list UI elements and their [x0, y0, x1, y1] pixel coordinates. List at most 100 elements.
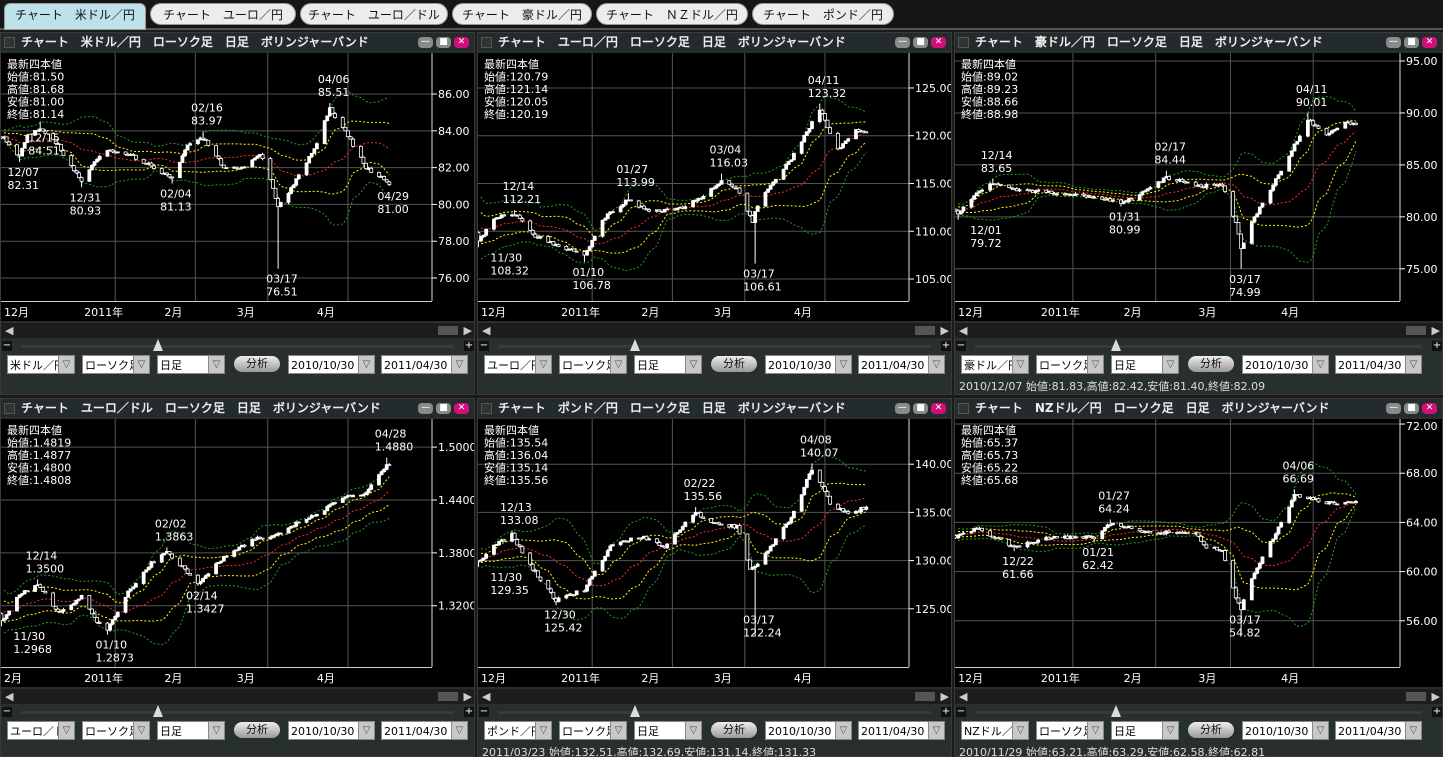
- zoom-slider[interactable]: − +: [478, 705, 951, 719]
- candlestick-chart[interactable]: 72.00 68.00 64.00 60.00 56.00 最新四本値始値:65.37高値…: [955, 419, 1443, 667]
- close-icon[interactable]: ✕: [1422, 403, 1437, 414]
- maximize-icon[interactable]: ■: [436, 403, 451, 414]
- tab-chart-3[interactable]: チャート 豪ドル／円: [452, 3, 592, 25]
- slider-thumb[interactable]: [630, 339, 640, 351]
- chevron-down-icon[interactable]: ▽: [1405, 722, 1421, 739]
- scrollbar-thumb[interactable]: [915, 692, 935, 701]
- zoom-out-icon[interactable]: −: [2, 340, 12, 351]
- minimize-icon[interactable]: —: [895, 403, 910, 414]
- slider-thumb[interactable]: [1111, 339, 1121, 351]
- chevron-down-icon[interactable]: ▽: [358, 356, 374, 373]
- close-icon[interactable]: ✕: [931, 403, 946, 414]
- slider-track[interactable]: [21, 345, 454, 348]
- scroll-left-icon[interactable]: ◀: [959, 324, 968, 337]
- pair-select[interactable]: 豪ドル／円▽: [961, 355, 1029, 374]
- chevron-down-icon[interactable]: ▽: [610, 356, 626, 373]
- maximize-icon[interactable]: ■: [436, 37, 451, 48]
- from-date-select[interactable]: 2010/10/30 ▽: [1242, 721, 1329, 740]
- chevron-down-icon[interactable]: ▽: [928, 722, 944, 739]
- zoom-slider[interactable]: − +: [1, 339, 474, 353]
- zoom-out-icon[interactable]: −: [956, 706, 966, 717]
- to-date-select[interactable]: 2011/04/30 ▽: [858, 721, 945, 740]
- slider-thumb[interactable]: [153, 705, 163, 717]
- scroll-right-icon[interactable]: ▶: [463, 690, 472, 703]
- window-menu-icon[interactable]: [958, 37, 969, 48]
- scroll-right-icon[interactable]: ▶: [1431, 324, 1440, 337]
- chevron-down-icon[interactable]: ▽: [358, 722, 374, 739]
- chart-type-select[interactable]: ローソク足▽: [82, 721, 150, 740]
- pair-select[interactable]: ユーロ／円▽: [484, 355, 552, 374]
- analyze-button[interactable]: 分析: [234, 722, 280, 738]
- scrollbar-thumb[interactable]: [438, 692, 458, 701]
- scroll-right-icon[interactable]: ▶: [940, 324, 949, 337]
- candlestick-chart[interactable]: 95.00 90.00 85.00 80.00 75.00 最新四本値始値:89.02高値…: [955, 53, 1443, 301]
- chart-type-select[interactable]: ローソク足▽: [559, 721, 627, 740]
- zoom-slider[interactable]: − +: [478, 339, 951, 353]
- window-menu-icon[interactable]: [4, 37, 15, 48]
- horizontal-scrollbar[interactable]: ◀ ▶: [1, 689, 474, 704]
- chevron-down-icon[interactable]: ▽: [1162, 356, 1178, 373]
- chevron-down-icon[interactable]: ▽: [58, 356, 74, 373]
- close-icon[interactable]: ✕: [454, 37, 469, 48]
- candlestick-chart[interactable]: 1.5000 1.4400 1.3800 1.3200 最新四本値始値:1.4819高値…: [1, 419, 475, 667]
- close-icon[interactable]: ✕: [454, 403, 469, 414]
- scroll-left-icon[interactable]: ◀: [5, 690, 14, 703]
- chevron-down-icon[interactable]: ▽: [208, 356, 224, 373]
- zoom-in-icon[interactable]: +: [941, 340, 951, 351]
- analyze-button[interactable]: 分析: [711, 722, 757, 738]
- analyze-button[interactable]: 分析: [234, 356, 280, 372]
- candlestick-chart[interactable]: 86.00 84.00 82.00 80.00 78.00 76.00 最新四本値始値:81…: [1, 53, 475, 301]
- from-date-select[interactable]: 2010/10/30 ▽: [1242, 355, 1329, 374]
- zoom-in-icon[interactable]: +: [464, 706, 474, 717]
- period-select[interactable]: 日足 ▽: [157, 721, 225, 740]
- chevron-down-icon[interactable]: ▽: [1087, 356, 1103, 373]
- chart-type-select[interactable]: ローソク足▽: [1036, 355, 1104, 374]
- analyze-button[interactable]: 分析: [711, 356, 757, 372]
- horizontal-scrollbar[interactable]: ◀ ▶: [478, 323, 951, 338]
- scroll-right-icon[interactable]: ▶: [463, 324, 472, 337]
- chevron-down-icon[interactable]: ▽: [1012, 722, 1028, 739]
- tab-chart-0[interactable]: チャート 米ドル／円: [4, 3, 146, 30]
- chevron-down-icon[interactable]: ▽: [58, 722, 74, 739]
- chevron-down-icon[interactable]: ▽: [1405, 356, 1421, 373]
- chevron-down-icon[interactable]: ▽: [835, 722, 851, 739]
- to-date-select[interactable]: 2011/04/30 ▽: [381, 355, 468, 374]
- candlestick-chart[interactable]: 140.00 135.00 130.00 125.00 最新四本値始値:135.54高値…: [478, 419, 952, 667]
- chart-type-select[interactable]: ローソク足▽: [82, 355, 150, 374]
- minimize-icon[interactable]: —: [418, 37, 433, 48]
- scroll-left-icon[interactable]: ◀: [482, 324, 491, 337]
- slider-track[interactable]: [975, 711, 1422, 714]
- chevron-down-icon[interactable]: ▽: [208, 722, 224, 739]
- tab-chart-4[interactable]: チャート ＮＺドル／円: [596, 3, 748, 25]
- chevron-down-icon[interactable]: ▽: [1162, 722, 1178, 739]
- chevron-down-icon[interactable]: ▽: [610, 722, 626, 739]
- chevron-down-icon[interactable]: ▽: [535, 722, 551, 739]
- tab-chart-2[interactable]: チャート ユーロ／ドル: [300, 3, 448, 25]
- chevron-down-icon[interactable]: ▽: [685, 722, 701, 739]
- horizontal-scrollbar[interactable]: ◀ ▶: [955, 689, 1442, 704]
- from-date-select[interactable]: 2010/10/30 ▽: [765, 721, 852, 740]
- chart-type-select[interactable]: ローソク足▽: [1036, 721, 1104, 740]
- analyze-button[interactable]: 分析: [1188, 722, 1234, 738]
- window-menu-icon[interactable]: [481, 403, 492, 414]
- zoom-slider[interactable]: − +: [1, 705, 474, 719]
- maximize-icon[interactable]: ■: [1404, 403, 1419, 414]
- chevron-down-icon[interactable]: ▽: [1312, 356, 1328, 373]
- scrollbar-thumb[interactable]: [1406, 692, 1426, 701]
- maximize-icon[interactable]: ■: [913, 37, 928, 48]
- window-menu-icon[interactable]: [481, 37, 492, 48]
- period-select[interactable]: 日足 ▽: [1111, 355, 1179, 374]
- scrollbar-thumb[interactable]: [915, 326, 935, 335]
- zoom-out-icon[interactable]: −: [956, 340, 966, 351]
- pair-select[interactable]: ユーロ／ドル▽: [7, 721, 75, 740]
- minimize-icon[interactable]: —: [418, 403, 433, 414]
- zoom-in-icon[interactable]: +: [941, 706, 951, 717]
- minimize-icon[interactable]: —: [1386, 37, 1401, 48]
- horizontal-scrollbar[interactable]: ◀ ▶: [955, 323, 1442, 338]
- slider-track[interactable]: [975, 345, 1422, 348]
- horizontal-scrollbar[interactable]: ◀ ▶: [1, 323, 474, 338]
- chart-type-select[interactable]: ローソク足▽: [559, 355, 627, 374]
- window-menu-icon[interactable]: [4, 403, 15, 414]
- chevron-down-icon[interactable]: ▽: [133, 722, 149, 739]
- slider-track[interactable]: [21, 711, 454, 714]
